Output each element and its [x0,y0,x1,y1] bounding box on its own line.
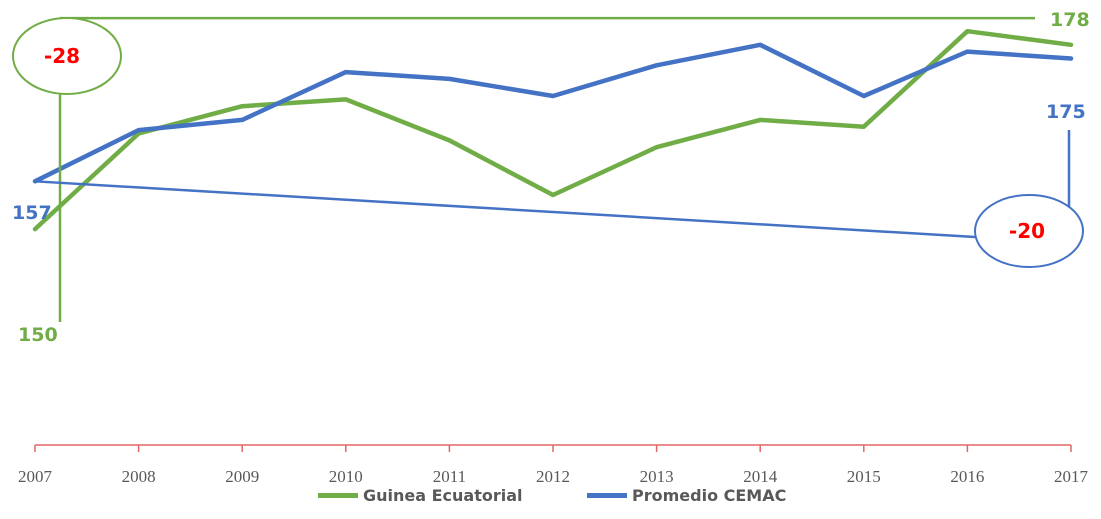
x-tick-label: 2009 [225,467,259,486]
x-tick-label: 2017 [1054,467,1089,486]
x-tick-label: 2010 [329,467,363,486]
guinea-diff-ellipse [12,17,122,95]
cemac-reference-line [34,180,976,239]
cemac-end-label: 175 [1046,101,1086,123]
legend-item-cemac: Promedio CEMAC [587,486,786,505]
guinea-start-label: 150 [18,324,58,346]
series-line-cemac [32,42,1074,184]
x-axis: 2007 2008 2009 2010 2011 2012 2013 2014 2015 2016… [18,444,1089,486]
x-tick-label: 2012 [536,467,570,486]
series-line-guinea [32,28,1074,232]
annotations: -28 -20 150 178 157 175 [12,9,1090,346]
guinea-end-label: 178 [1050,9,1090,31]
cemac-start-label: 157 [12,202,52,224]
x-tick-label: 2013 [640,467,674,486]
x-tick-label: 2015 [847,467,881,486]
legend-item-guinea: Guinea Ecuatorial [318,486,523,505]
x-tick-label: 2014 [743,467,778,486]
legend-label-cemac: Promedio CEMAC [632,486,787,505]
series-lines [32,28,1074,232]
legend-swatch-cemac [587,493,627,498]
line-chart: 2007 2008 2009 2010 2011 2012 2013 2014 2015 2016… [12,9,1090,486]
x-tick-label: 2008 [122,467,156,486]
x-tick-label: 2011 [433,467,466,486]
x-tick-label: 2007 [18,467,53,486]
cemac-diff-ellipse [974,194,1084,268]
x-tick-label: 2016 [950,467,984,486]
legend: Guinea Ecuatorial Promedio CEMAC [0,486,1101,516]
legend-label-guinea: Guinea Ecuatorial [363,486,523,505]
guinea-diff-label: -28 [44,44,80,68]
legend-swatch-guinea [318,493,358,498]
cemac-diff-label: -20 [1009,219,1045,243]
